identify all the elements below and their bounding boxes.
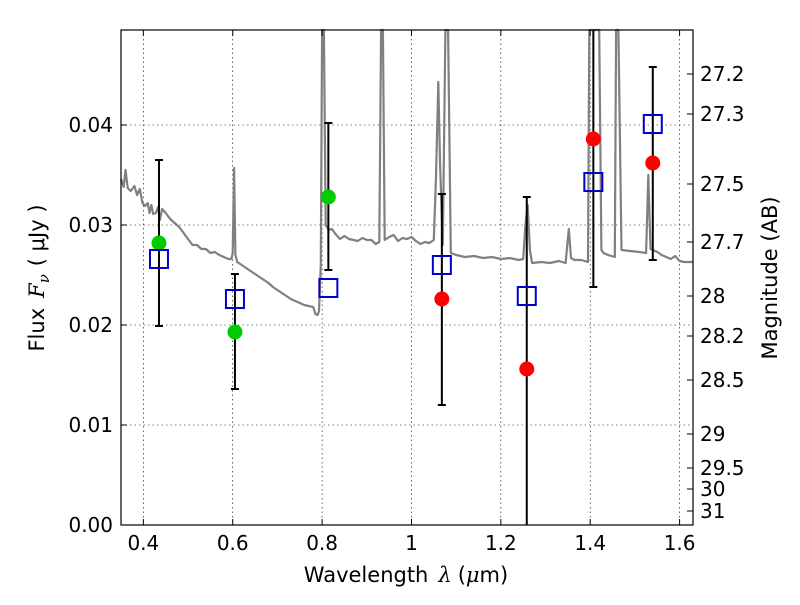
y-axis-label: FluxFν( μJy ) bbox=[25, 204, 53, 351]
y2-tick-label: 27.5 bbox=[700, 172, 745, 196]
y2-tick-label: 27.2 bbox=[700, 62, 745, 86]
model-square-point bbox=[516, 286, 537, 306]
x-axis-label: Wavelength λ (μm) bbox=[304, 563, 508, 587]
red-point bbox=[585, 131, 601, 147]
y2-tick-label: 28.5 bbox=[700, 368, 745, 392]
red-point bbox=[519, 361, 535, 377]
y2-tick-label: 29.5 bbox=[700, 456, 745, 480]
plot-frame bbox=[120, 29, 694, 526]
model-square-point bbox=[431, 255, 452, 275]
y2-tick-label: 27.7 bbox=[700, 230, 745, 254]
y-tick-label: 0.00 bbox=[68, 513, 113, 537]
axis-ticks: 0.4 0.6 0.8 1 1.2 1.4 1.6 0.00 0.01 0.02 0.03 0.04 2… bbox=[68, 30, 745, 555]
y-tick-label: 0.02 bbox=[68, 313, 113, 337]
model-square-point bbox=[318, 278, 339, 298]
model-spectrum bbox=[119, 28, 693, 317]
y2-tick-label: 27.3 bbox=[700, 102, 745, 126]
red-point bbox=[434, 291, 450, 307]
y2-axis-label: Magnitude (AB) bbox=[758, 196, 782, 359]
x-tick-label: 1.6 bbox=[664, 531, 696, 555]
y2-tick-label: 29 bbox=[700, 422, 725, 446]
green-point bbox=[320, 189, 336, 205]
grid bbox=[121, 30, 693, 525]
model-square-point bbox=[583, 172, 604, 192]
x-tick-label: 1.4 bbox=[574, 531, 606, 555]
model-square-point bbox=[642, 114, 663, 134]
y2-tick-label: 30 bbox=[700, 477, 725, 501]
x-tick-label: 1.2 bbox=[485, 531, 517, 555]
y-tick-label: 0.01 bbox=[68, 413, 113, 437]
x-tick-label: 1 bbox=[405, 531, 418, 555]
x-tick-label: 0.4 bbox=[127, 531, 159, 555]
green-point bbox=[227, 324, 243, 340]
plot-background bbox=[121, 30, 693, 525]
y-tick-label: 0.04 bbox=[68, 113, 113, 137]
data-points bbox=[148, 114, 663, 377]
y2-tick-label: 31 bbox=[700, 499, 725, 523]
green-point bbox=[151, 235, 167, 251]
model-square-point bbox=[148, 249, 169, 269]
red-point bbox=[645, 155, 661, 171]
y2-tick-label: 28 bbox=[700, 284, 725, 308]
x-tick-label: 0.6 bbox=[217, 531, 249, 555]
spectrum-line bbox=[119, 28, 693, 317]
x-tick-label: 0.8 bbox=[306, 531, 338, 555]
y2-tick-label: 28.2 bbox=[700, 324, 745, 348]
model-square-point bbox=[224, 289, 245, 309]
y-tick-label: 0.03 bbox=[68, 213, 113, 237]
